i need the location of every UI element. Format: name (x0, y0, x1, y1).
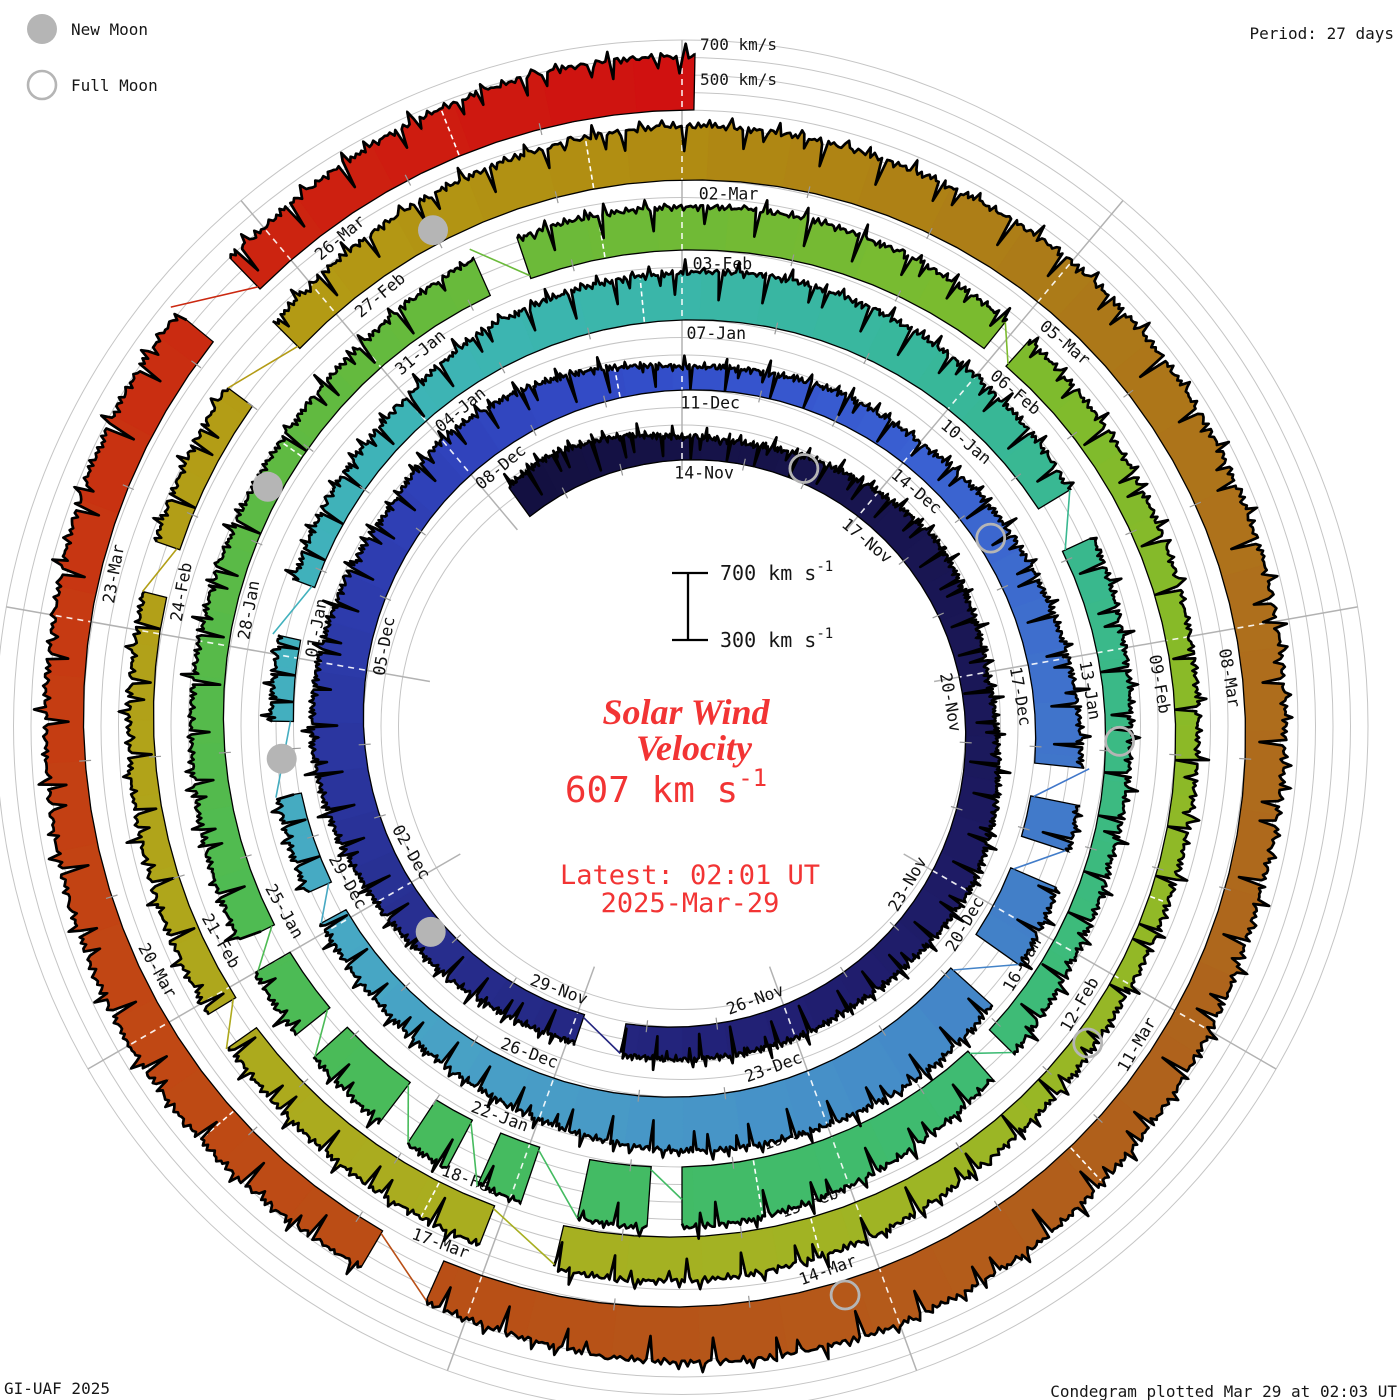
condegram-spiral: 14-Nov17-Nov20-Nov23-Nov26-Nov29-Nov02-D… (0, 39, 1369, 1400)
full-moon-marker (788, 453, 820, 484)
moon-legend: New Moon Full Moon (26, 14, 158, 101)
full-moon-marker (1104, 725, 1135, 757)
scale-700-value: 700 km s (720, 561, 816, 585)
scale-700-label: 700 km s-1 (720, 559, 833, 585)
new-moon-marker (252, 471, 283, 502)
current-velocity-value: 607 km s-1 (565, 764, 767, 811)
period-label: Period: 27 days (1250, 24, 1395, 43)
velocity-scale-bar (672, 571, 708, 642)
new-moon-marker (266, 743, 297, 774)
full-moon-marker (975, 522, 1007, 554)
chart-title-line2: Velocity (636, 728, 753, 768)
outer-scale-700: 700 km/s (700, 35, 777, 54)
day-ticks (79, 123, 1252, 1311)
full-moon-icon (26, 69, 58, 101)
new-moon-marker (418, 215, 448, 246)
scale-300-value: 300 km s (720, 628, 816, 652)
legend-new-moon-label: New Moon (71, 20, 148, 39)
scale-300-sup: -1 (816, 626, 833, 642)
velocity-sup: -1 (738, 764, 767, 792)
velocity-number: 607 km s (565, 770, 738, 811)
scale-300-label: 300 km s-1 (720, 626, 833, 652)
plotted-label: Condegram plotted Mar 29 at 02:03 UT (1050, 1382, 1397, 1400)
scale-700-sup: -1 (816, 559, 833, 575)
center-titles: Solar Wind Velocity 607 km s-1 Latest: 0… (560, 692, 820, 919)
latest-time: Latest: 02:01 UT (560, 860, 820, 891)
moon-markers (252, 215, 1135, 1311)
static-annotations: New Moon Full Moon Period: 27 days 700 k… (4, 14, 1397, 1400)
credit-label: GI-UAF 2025 (4, 1379, 110, 1398)
full-moon-marker (1072, 1027, 1104, 1059)
new-moon-marker (415, 916, 446, 947)
new-moon-icon (27, 14, 57, 44)
outer-scale-500: 500 km/s (700, 70, 777, 89)
date-label: 11-Dec (680, 394, 740, 413)
chart-title-line1: Solar Wind (602, 692, 770, 732)
band-outlines (32, 42, 1295, 1375)
legend-full-moon-label: Full Moon (71, 76, 158, 95)
latest-date: 2025-Mar-29 (601, 888, 780, 919)
date-label: 02-Mar (699, 185, 759, 204)
date-label: 14-Nov (674, 464, 734, 483)
date-label: 07-Jan (686, 324, 746, 343)
date-label: 24-Feb (167, 561, 196, 623)
full-moon-marker (829, 1279, 861, 1311)
